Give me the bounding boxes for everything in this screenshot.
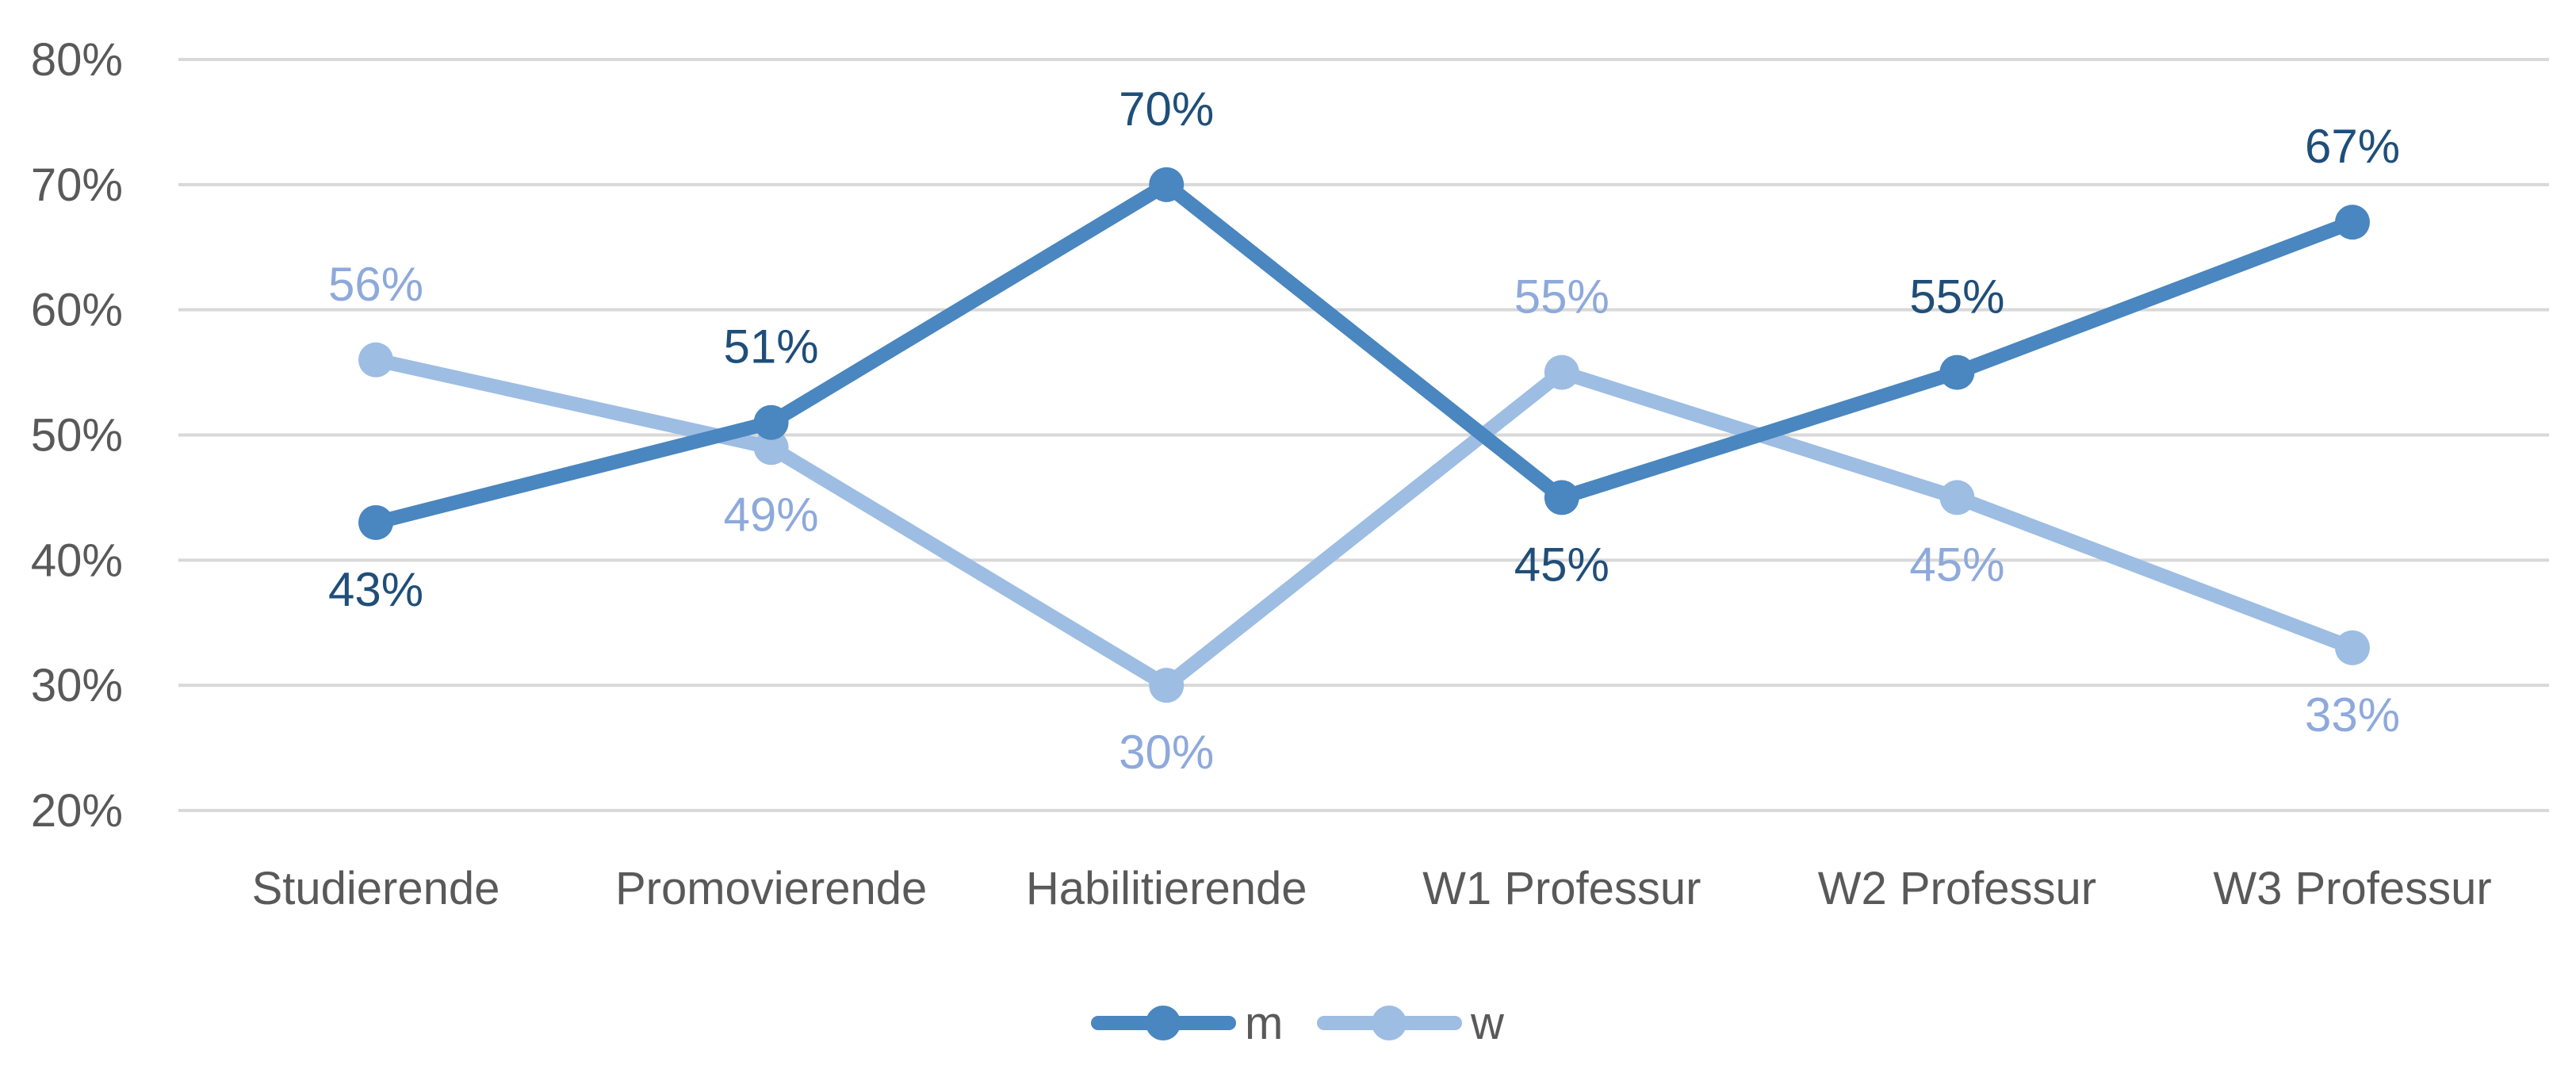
data-point-m [1149,167,1185,202]
legend-label-m: m [1245,998,1283,1049]
data-label-w: 45% [1909,538,2004,591]
series-lines [358,167,2370,703]
data-point-w [753,430,789,466]
x-tick-label: Promovierende [615,863,927,914]
data-label-w: 55% [1514,270,1610,324]
y-tick-label: 30% [31,660,123,711]
y-tick-label: 40% [31,535,123,586]
data-point-m [1939,354,1975,390]
series-line-w [369,352,2360,693]
data-point-w [1939,480,1975,515]
y-axis-ticks: 20% 30% 40% 50% 60% 70% 80% [31,34,123,837]
legend-marker-w [1372,1006,1407,1040]
data-label-m: 67% [2305,120,2400,173]
y-tick-label: 80% [31,34,123,86]
x-tick-label: W3 Professur [2213,863,2491,914]
legend-marker-m [1146,1006,1181,1040]
x-tick-label: W1 Professur [1422,863,1701,914]
y-tick-label: 70% [31,159,123,211]
data-label-m: 55% [1909,270,2004,324]
x-tick-label: Habilitierende [1026,863,1307,914]
data-label-m: 51% [724,320,819,374]
legend-label-w: w [1470,998,1505,1049]
series-line-m [369,177,2360,530]
gridlines [178,58,2549,812]
data-point-w [1544,354,1579,390]
x-axis-ticks: Studierende Promovierende Habilitierende W1… [252,863,2492,914]
data-label-m: 43% [328,563,423,616]
y-tick-label: 60% [31,285,123,336]
data-labels: 43% 56% 51% 49% 70% 30% 45% 55% 55% 45% 67% 33% [328,82,2400,779]
data-point-m [1544,480,1579,515]
data-label-w: 30% [1119,726,1214,779]
y-tick-label: 20% [31,785,123,837]
x-tick-label: Studierende [252,863,500,914]
data-point-m [2335,205,2370,240]
data-label-w: 49% [724,488,819,541]
data-label-w: 33% [2305,688,2400,741]
data-point-m [358,504,393,540]
data-label-m: 70% [1119,82,1214,136]
data-label-w: 56% [328,258,423,311]
x-tick-label: W2 Professur [1818,863,2096,914]
data-point-w [358,342,393,377]
data-point-m [753,404,789,440]
y-tick-label: 50% [31,410,123,462]
data-point-w [2335,630,2370,665]
data-point-w [1149,668,1185,703]
data-label-m: 45% [1514,538,1610,591]
